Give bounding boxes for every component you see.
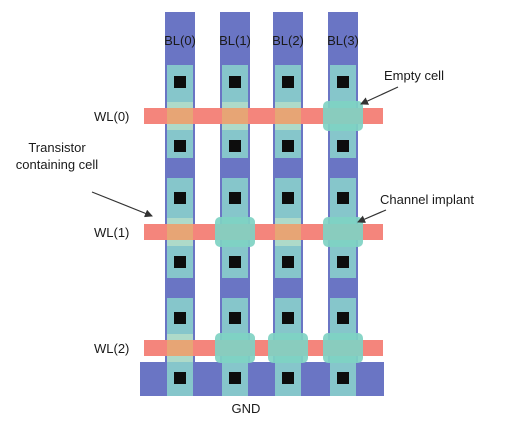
contact xyxy=(282,312,294,324)
ground-label: GND xyxy=(232,401,261,416)
transistor-cell-edge xyxy=(167,356,193,362)
contacts xyxy=(174,76,349,384)
contact xyxy=(282,372,294,384)
transistor-cell xyxy=(275,224,301,240)
bitline-labels: BL(0) BL(1) BL(2) BL(3) xyxy=(164,33,359,48)
channel-implant-cell xyxy=(268,333,308,363)
transistor-cell-edge xyxy=(222,124,248,130)
contact xyxy=(337,76,349,88)
contact xyxy=(337,256,349,268)
contact xyxy=(229,256,241,268)
contact xyxy=(174,372,186,384)
contact xyxy=(174,76,186,88)
channel-implant-cell xyxy=(323,217,363,247)
contact xyxy=(229,312,241,324)
contact xyxy=(229,192,241,204)
contact xyxy=(337,312,349,324)
contact xyxy=(282,256,294,268)
transistor-cell xyxy=(222,108,248,124)
bitline-label-1: BL(1) xyxy=(219,33,251,48)
contact xyxy=(229,372,241,384)
transistor-cell-arrow xyxy=(91,191,153,218)
wordline-label-2: WL(2) xyxy=(94,341,129,356)
contact xyxy=(337,140,349,152)
contact xyxy=(174,256,186,268)
transistor-cell-edge xyxy=(167,240,193,246)
memory-cells xyxy=(167,101,363,363)
transistor-cell-edge xyxy=(275,240,301,246)
channel-implant-cell xyxy=(215,333,255,363)
contact xyxy=(282,192,294,204)
transistor-cell-label-line2: containing cell xyxy=(16,157,98,172)
transistor-cell xyxy=(167,340,193,356)
transistor-cell-label-line1: Transistor xyxy=(28,140,86,155)
transistor-cell-edge xyxy=(167,124,193,130)
transistor-cell-edge xyxy=(275,124,301,130)
empty-cell-arrow xyxy=(360,86,399,105)
metal-bands xyxy=(167,158,356,298)
channel-implant-label: Channel implant xyxy=(380,192,474,207)
wordline-label-1: WL(1) xyxy=(94,225,129,240)
contact xyxy=(337,192,349,204)
contact xyxy=(174,312,186,324)
transistor-cell-edge xyxy=(167,102,193,108)
contact xyxy=(174,140,186,152)
transistor-cell xyxy=(167,224,193,240)
channel-implant-cell xyxy=(323,101,363,131)
wordline-labels: WL(0) WL(1) WL(2) xyxy=(94,109,129,356)
wordline-label-0: WL(0) xyxy=(94,109,129,124)
transistor-cell-edge xyxy=(167,218,193,224)
transistor-cell-edge xyxy=(275,102,301,108)
bitline-label-0: BL(0) xyxy=(164,33,196,48)
channel-implant-cell xyxy=(215,217,255,247)
channel-implant-cell xyxy=(323,333,363,363)
channel-implant-arrow xyxy=(357,209,387,223)
bitline-label-2: BL(2) xyxy=(272,33,304,48)
contact xyxy=(229,76,241,88)
transistor-cell-edge xyxy=(275,218,301,224)
transistor-cell-edge xyxy=(222,102,248,108)
contact xyxy=(174,192,186,204)
contact xyxy=(282,140,294,152)
transistor-cell-edge xyxy=(167,334,193,340)
bitline-label-3: BL(3) xyxy=(327,33,359,48)
contact xyxy=(282,76,294,88)
contact xyxy=(337,372,349,384)
transistor-cell xyxy=(167,108,193,124)
contact xyxy=(229,140,241,152)
empty-cell-label: Empty cell xyxy=(384,68,444,83)
transistor-cell xyxy=(275,108,301,124)
